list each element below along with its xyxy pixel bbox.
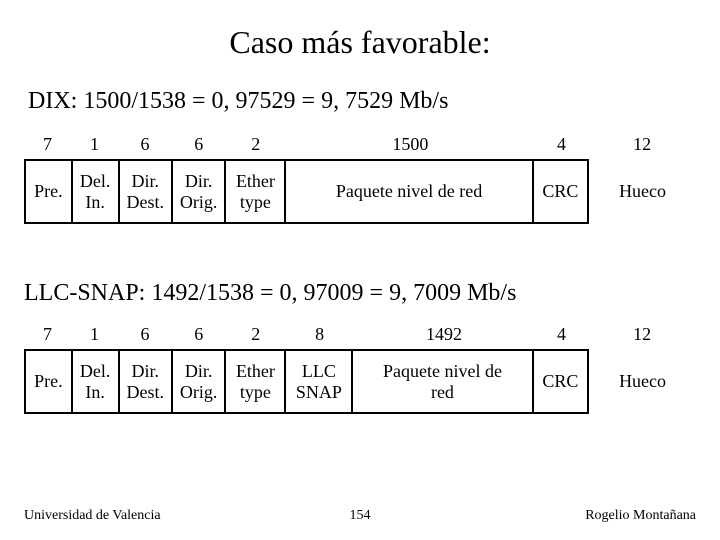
dix-cell: Pre. — [26, 161, 73, 222]
dix-cell: Del.In. — [73, 161, 120, 222]
llc-cell: Pre. — [26, 351, 73, 412]
llc-header-cell: 7 — [24, 320, 71, 349]
dix-cell: Dir.Orig. — [173, 161, 226, 222]
llc-frame-row: Pre.Del.In.Dir.Dest.Dir.Orig.EthertypeLL… — [24, 349, 696, 414]
dix-caption: DIX: 1500/1538 = 0, 97529 = 9, 7529 Mb/s — [28, 88, 448, 115]
llc-caption: LLC-SNAP: 1492/1538 = 0, 97009 = 9, 7009… — [24, 280, 516, 307]
llc-frame: Pre.Del.In.Dir.Dest.Dir.Orig.EthertypeLL… — [24, 349, 589, 414]
dix-header-cell: 1500 — [286, 130, 535, 159]
dix-header-cell: 6 — [172, 130, 226, 159]
llc-outside-cell: Hueco — [589, 349, 696, 414]
dix-header-cell: 1 — [71, 130, 118, 159]
llc-header-cell: 2 — [226, 320, 286, 349]
footer-right: Rogelio Montañana — [585, 508, 696, 524]
dix-cell: Dir.Dest. — [120, 161, 173, 222]
dix-header-cell: 2 — [226, 130, 286, 159]
dix-header-cell: 12 — [588, 130, 696, 159]
llc-cell: Ethertype — [226, 351, 286, 412]
dix-outside-cell: Hueco — [589, 159, 696, 224]
llc-header-cell: 12 — [588, 320, 696, 349]
dix-cell: Paquete nivel de red — [286, 161, 533, 222]
slide: Caso más favorable: DIX: 1500/1538 = 0, … — [0, 0, 720, 540]
dix-cell: Ethertype — [226, 161, 286, 222]
llc-header-row: 7166281492412 — [24, 320, 696, 349]
dix-header-row: 716621500412 — [24, 130, 696, 159]
llc-header-cell: 8 — [286, 320, 353, 349]
dix-header-cell: 4 — [535, 130, 589, 159]
slide-title: Caso más favorable: — [0, 24, 720, 61]
dix-cell: CRC — [534, 161, 587, 222]
llc-header-cell: 1 — [71, 320, 118, 349]
llc-cell: Del.In. — [73, 351, 120, 412]
dix-header-cell: 7 — [24, 130, 71, 159]
llc-cell: CRC — [534, 351, 587, 412]
llc-header-cell: 4 — [535, 320, 589, 349]
llc-header-cell: 6 — [118, 320, 172, 349]
llc-header-cell: 6 — [172, 320, 226, 349]
llc-cell: LLCSNAP — [286, 351, 353, 412]
dix-table: 716621500412 Pre.Del.In.Dir.Dest.Dir.Ori… — [24, 130, 696, 224]
dix-frame-row: Pre.Del.In.Dir.Dest.Dir.Orig.EthertypePa… — [24, 159, 696, 224]
llc-header-cell: 1492 — [353, 320, 534, 349]
dix-header-cell: 6 — [118, 130, 172, 159]
llc-table: 7166281492412 Pre.Del.In.Dir.Dest.Dir.Or… — [24, 320, 696, 414]
llc-cell: Paquete nivel dered — [353, 351, 533, 412]
dix-frame: Pre.Del.In.Dir.Dest.Dir.Orig.EthertypePa… — [24, 159, 589, 224]
llc-cell: Dir.Dest. — [120, 351, 173, 412]
llc-cell: Dir.Orig. — [173, 351, 226, 412]
